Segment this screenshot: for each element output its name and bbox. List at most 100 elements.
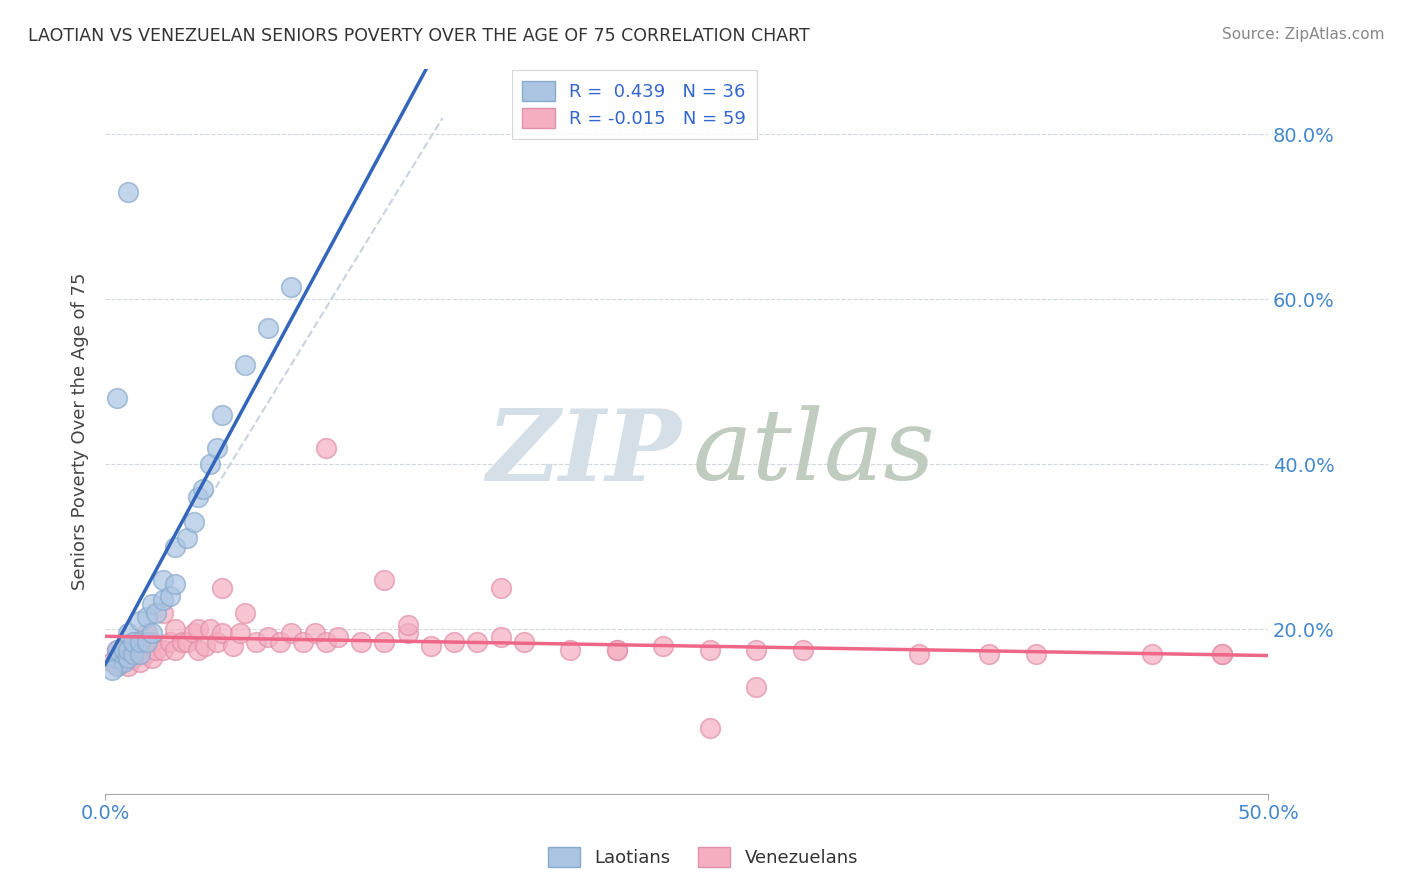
Point <box>122 634 145 648</box>
Point <box>136 609 159 624</box>
Point <box>117 651 139 665</box>
Point <box>129 647 152 661</box>
Point <box>183 515 205 529</box>
Point <box>152 573 174 587</box>
Point <box>233 359 256 373</box>
Point <box>489 631 512 645</box>
Point <box>152 642 174 657</box>
Point <box>1025 647 1047 661</box>
Point <box>129 655 152 669</box>
Point <box>145 606 167 620</box>
Point <box>163 622 186 636</box>
Point <box>513 634 536 648</box>
Point <box>229 626 252 640</box>
Point <box>489 581 512 595</box>
Point <box>467 634 489 648</box>
Point <box>269 634 291 648</box>
Point <box>105 392 128 406</box>
Point <box>129 639 152 653</box>
Point <box>152 593 174 607</box>
Point <box>1211 647 1233 661</box>
Point <box>396 626 419 640</box>
Point <box>373 634 395 648</box>
Point <box>419 639 441 653</box>
Point <box>176 532 198 546</box>
Point <box>198 457 221 471</box>
Point <box>560 642 582 657</box>
Point <box>1140 647 1163 661</box>
Point <box>110 655 132 669</box>
Point <box>350 634 373 648</box>
Point <box>745 680 768 694</box>
Point <box>163 540 186 554</box>
Point <box>245 634 267 648</box>
Point <box>652 639 675 653</box>
Point <box>1211 647 1233 661</box>
Text: ZIP: ZIP <box>486 405 681 501</box>
Point <box>977 647 1000 661</box>
Point <box>373 573 395 587</box>
Point <box>129 614 152 628</box>
Point <box>136 634 159 648</box>
Point <box>159 589 181 603</box>
Point <box>396 618 419 632</box>
Legend: Laotians, Venezuelans: Laotians, Venezuelans <box>540 839 866 874</box>
Point <box>176 634 198 648</box>
Point <box>105 659 128 673</box>
Point <box>606 642 628 657</box>
Point <box>112 655 135 669</box>
Point <box>211 581 233 595</box>
Point <box>222 639 245 653</box>
Point <box>117 659 139 673</box>
Point <box>105 651 128 665</box>
Point <box>792 642 814 657</box>
Point <box>304 626 326 640</box>
Point <box>129 634 152 648</box>
Text: LAOTIAN VS VENEZUELAN SENIORS POVERTY OVER THE AGE OF 75 CORRELATION CHART: LAOTIAN VS VENEZUELAN SENIORS POVERTY OV… <box>28 27 810 45</box>
Point <box>105 642 128 657</box>
Legend: R =  0.439   N = 36, R = -0.015   N = 59: R = 0.439 N = 36, R = -0.015 N = 59 <box>512 70 756 139</box>
Text: atlas: atlas <box>693 405 935 500</box>
Point <box>326 631 349 645</box>
Point <box>141 598 163 612</box>
Point <box>280 626 302 640</box>
Point <box>112 647 135 661</box>
Point <box>141 626 163 640</box>
Point <box>152 606 174 620</box>
Point <box>205 441 228 455</box>
Point <box>187 642 209 657</box>
Point <box>163 642 186 657</box>
Point <box>198 622 221 636</box>
Point <box>211 626 233 640</box>
Point <box>145 642 167 657</box>
Point <box>141 634 163 648</box>
Point <box>257 321 280 335</box>
Point <box>163 577 186 591</box>
Point <box>159 634 181 648</box>
Point <box>101 655 124 669</box>
Point <box>105 642 128 657</box>
Point <box>699 642 721 657</box>
Point <box>908 647 931 661</box>
Point <box>117 642 139 657</box>
Point <box>291 634 314 648</box>
Text: Source: ZipAtlas.com: Source: ZipAtlas.com <box>1222 27 1385 42</box>
Point <box>194 639 217 653</box>
Point <box>170 634 193 648</box>
Point <box>191 482 214 496</box>
Point <box>122 647 145 661</box>
Y-axis label: Seniors Poverty Over the Age of 75: Seniors Poverty Over the Age of 75 <box>72 273 89 590</box>
Point <box>315 634 337 648</box>
Point <box>141 651 163 665</box>
Point <box>117 626 139 640</box>
Point <box>205 634 228 648</box>
Point <box>134 647 156 661</box>
Point <box>117 185 139 199</box>
Point <box>606 642 628 657</box>
Point <box>315 441 337 455</box>
Point <box>745 642 768 657</box>
Point <box>187 622 209 636</box>
Point <box>699 721 721 735</box>
Point <box>136 626 159 640</box>
Point <box>117 642 139 657</box>
